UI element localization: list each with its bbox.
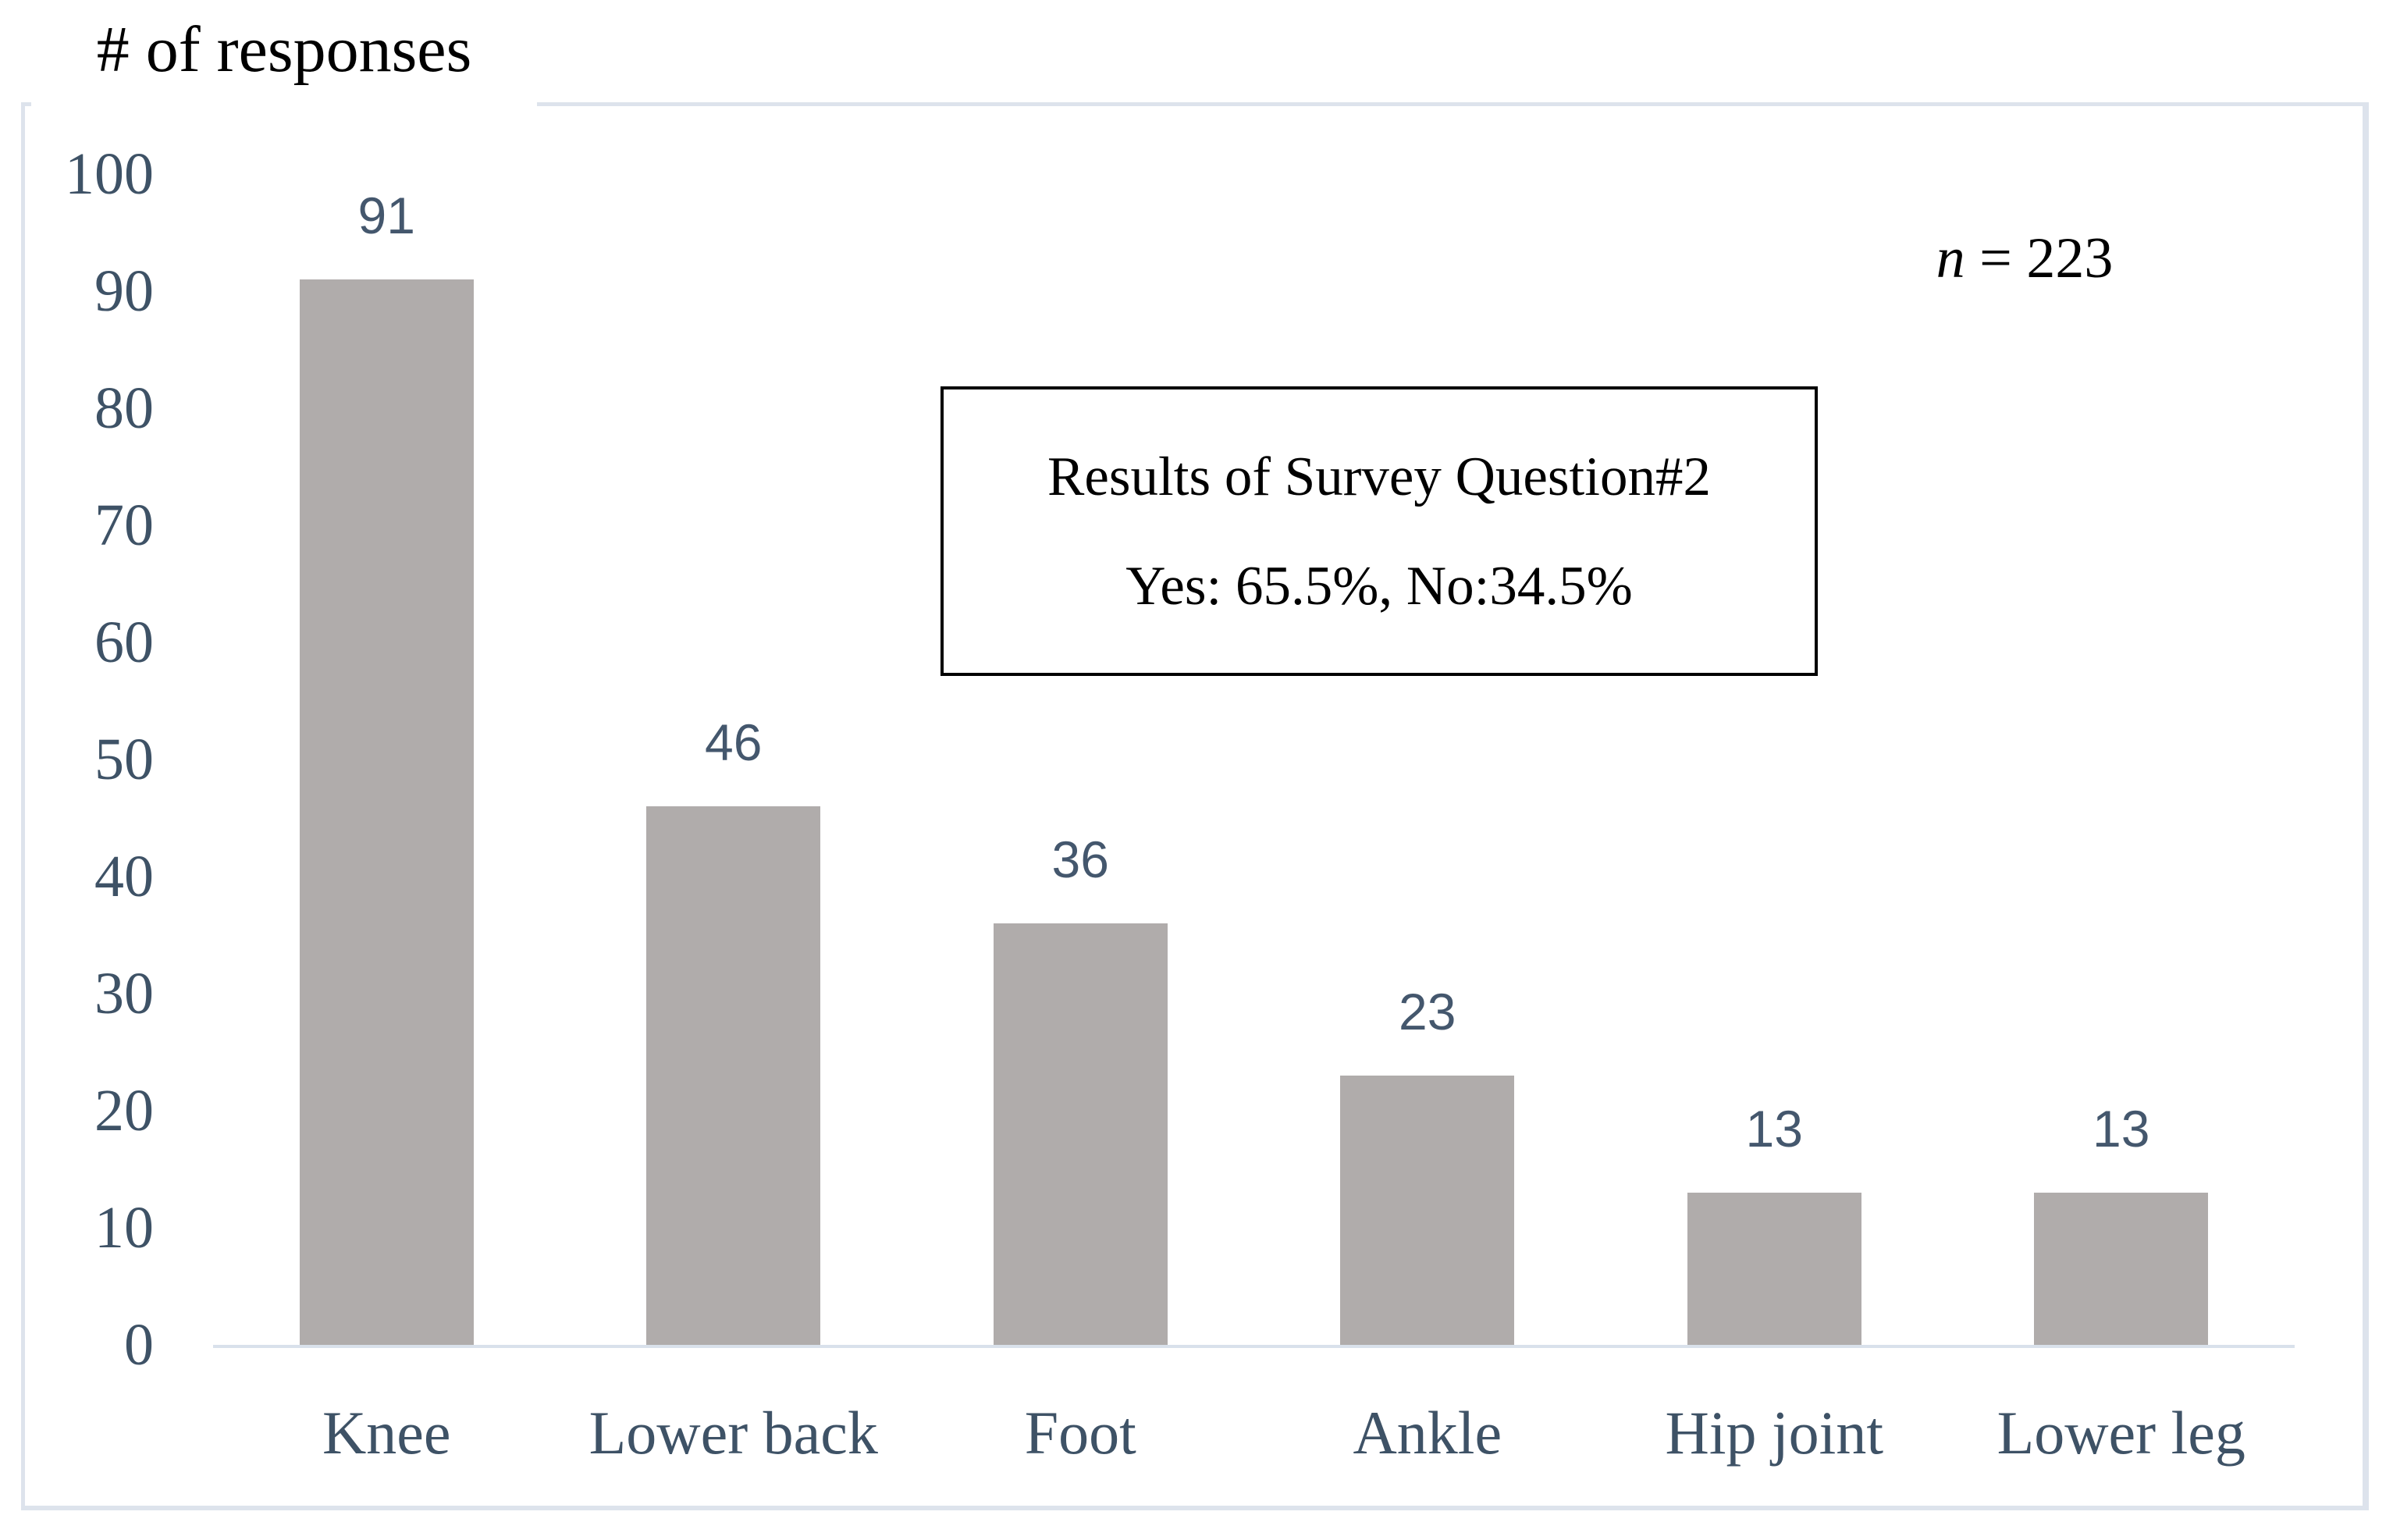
x-axis-category-label: Knee <box>322 1399 451 1467</box>
y-axis-tick-label: 20 <box>94 1078 154 1143</box>
bar-value-label: 46 <box>705 713 763 771</box>
x-axis-category-label: Lower leg <box>1997 1399 2245 1467</box>
y-axis-tick-label: 60 <box>94 610 154 675</box>
survey-result-annotation-box: Results of Survey Question#2 Yes: 65.5%,… <box>940 386 1818 676</box>
x-axis-category-label: Hip joint <box>1665 1399 1883 1467</box>
bar-foot <box>993 923 1168 1345</box>
bar-hip-joint <box>1687 1193 1861 1345</box>
y-axis-tick-label: 70 <box>94 493 154 558</box>
bar-value-label: 13 <box>1745 1100 1803 1158</box>
n-symbol: n <box>1936 226 1965 290</box>
y-axis-tick-label: 0 <box>124 1312 154 1378</box>
x-axis-category-label: Lower back <box>588 1399 878 1467</box>
bar-value-label: 13 <box>2093 1100 2150 1158</box>
x-axis-category-label: Ankle <box>1353 1399 1502 1467</box>
annotation-line-2: Yes: 65.5%, No:34.5% <box>1125 555 1633 617</box>
y-axis-tick-label: 40 <box>94 844 154 909</box>
sample-size-annotation: n = 223 <box>1861 215 2189 301</box>
bar-lower-leg <box>2034 1193 2209 1345</box>
x-axis-line <box>213 1345 2295 1348</box>
y-axis-tick-label: 10 <box>94 1195 154 1261</box>
x-axis-category-label: Foot <box>1024 1399 1136 1467</box>
bar-ankle <box>1340 1076 1515 1345</box>
bar-knee <box>299 279 474 1345</box>
bar-value-label: 23 <box>1399 983 1456 1040</box>
bar-value-label: 91 <box>357 187 415 244</box>
y-axis-tick-label: 100 <box>65 141 154 207</box>
y-axis-tick-label: 80 <box>94 375 154 441</box>
y-axis-tick-label: 90 <box>94 258 154 324</box>
y-axis-tick-label: 50 <box>94 727 154 792</box>
bar-lower-back <box>646 806 821 1345</box>
n-value: = 223 <box>1965 226 2114 290</box>
y-axis-tick-label: 30 <box>94 961 154 1026</box>
annotation-line-1: Results of Survey Question#2 <box>1047 446 1711 507</box>
bar-value-label: 36 <box>1051 830 1109 888</box>
chart-title: # of responses <box>31 0 537 109</box>
